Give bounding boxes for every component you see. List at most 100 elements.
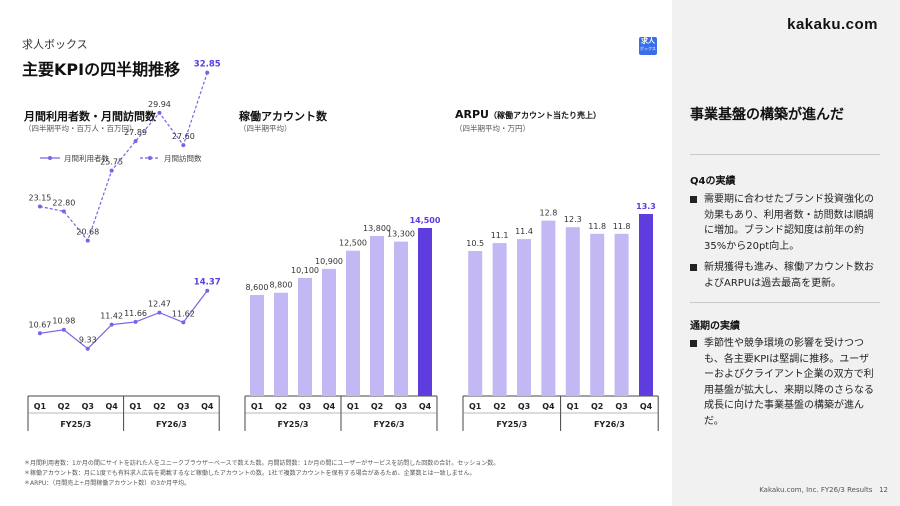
data-label: 11.8	[613, 222, 631, 231]
data-point	[157, 110, 162, 115]
data-label: 13.3	[636, 202, 656, 211]
data-point	[133, 139, 138, 144]
data-label: 9.33	[79, 336, 97, 345]
data-label: 12.3	[564, 215, 582, 224]
data-label: 8,800	[270, 281, 293, 290]
arpu-tick-label: Q2	[591, 402, 603, 411]
q4-bullet: 需要期に合わせたブランド投資強化の効果もあり、利用者数・訪問数は順調に増加。ブラ…	[690, 192, 878, 254]
data-point	[133, 319, 138, 324]
data-label: 32.85	[194, 60, 221, 70]
data-label: 10.67	[28, 320, 51, 329]
data-label: 12.47	[148, 300, 171, 309]
legend-label-users: 月間利用者数	[64, 153, 109, 163]
users-year-label: FY26/3	[156, 420, 187, 429]
legend-label-visits: 月間訪問数	[164, 153, 202, 163]
bullet-icon	[690, 340, 697, 347]
users-chart-subtitle: （四半期平均・百万人・百万回）	[24, 124, 137, 133]
footer-text: Kakaku.com, Inc. FY26/3 Results	[759, 486, 873, 494]
arpu-tick-label: Q1	[567, 402, 580, 411]
accounts-tick-label: Q3	[299, 402, 311, 411]
arpu-tick-label: Q2	[493, 402, 505, 411]
accounts-tick-label: Q2	[275, 402, 287, 411]
accounts-bar	[298, 277, 312, 396]
data-label: 11.66	[124, 309, 147, 318]
footnote: ＊稼働アカウント数：月に1度でも有料求人広告を掲載するなど稼働したアカウントの数…	[24, 470, 476, 477]
arpu-bar	[468, 251, 483, 396]
accounts-tick-label: Q1	[251, 402, 264, 411]
data-label: 11.4	[515, 227, 533, 236]
arpu-bar	[590, 233, 605, 396]
accounts-bar	[418, 228, 432, 396]
legend-marker	[48, 156, 52, 160]
accounts-bar	[346, 250, 360, 396]
arpu-title-note: （稼働アカウント当たり売上）	[488, 111, 601, 120]
arpu-chart-title: ARPU（稼働アカウント当たり売上）	[455, 108, 601, 121]
data-point	[181, 143, 186, 148]
users-tick-label: Q3	[82, 402, 94, 411]
users-tick-label: Q3	[177, 402, 189, 411]
page-title: 主要KPIの四半期推移	[22, 60, 181, 79]
data-point	[85, 238, 90, 243]
data-label: 23.15	[28, 194, 51, 203]
arpu-bar	[541, 220, 556, 396]
accounts-tick-label: Q3	[395, 402, 407, 411]
summary-divider	[690, 154, 880, 155]
q4-bullet-text: 新規獲得も進み、稼働アカウント数およびARPUは過去最高を更新。	[704, 262, 874, 289]
footnote: ＊月間利用者数：1か月の間にサイトを訪れた人をユニークブラウザーベースで数えた数…	[24, 460, 500, 467]
data-label: 13,300	[387, 230, 415, 239]
kyujin-box-logo: 求人 ボックス	[639, 37, 657, 55]
users-tick-label: Q4	[201, 402, 214, 411]
bullet-icon	[690, 264, 697, 271]
visits-line	[39, 72, 208, 242]
users-line	[39, 290, 208, 350]
summary-divider	[690, 302, 880, 303]
data-point	[37, 331, 42, 336]
data-label: 10.98	[52, 317, 75, 326]
arpu-chart-subtitle: （四半期平均・万円）	[455, 124, 530, 133]
users-tick-label: Q2	[58, 402, 70, 411]
accounts-year-label: FY25/3	[278, 420, 309, 429]
arpu-year-label: FY26/3	[594, 420, 625, 429]
arpu-tick-label: Q4	[542, 402, 555, 411]
data-point	[205, 70, 210, 75]
accounts-tick-label: Q1	[347, 402, 360, 411]
arpu-bar	[565, 227, 580, 396]
arpu-tick-label: Q1	[469, 402, 482, 411]
arpu-title-main: ARPU	[455, 108, 489, 121]
data-label: 27.60	[172, 132, 195, 141]
accounts-year-label: FY26/3	[374, 420, 405, 429]
page-number: 12	[879, 486, 888, 494]
data-point	[37, 204, 42, 209]
accounts-tick-label: Q4	[323, 402, 336, 411]
users-chart-title: 月間利用者数・月間訪問数	[24, 110, 156, 123]
arpu-bar	[517, 239, 531, 396]
data-point	[85, 346, 90, 351]
data-label: 8,600	[246, 283, 269, 292]
accounts-bar	[322, 268, 336, 396]
users-year-label: FY25/3	[60, 420, 91, 429]
data-label: 20.68	[76, 228, 99, 237]
accounts-bar	[370, 235, 384, 396]
data-label: 14.37	[194, 278, 221, 288]
data-point	[181, 320, 186, 325]
accounts-tick-label: Q2	[371, 402, 383, 411]
data-point	[205, 288, 210, 293]
users-tick-label: Q1	[129, 402, 142, 411]
data-point	[61, 209, 66, 214]
arpu-bar	[639, 214, 653, 396]
users-tick-label: Q1	[34, 402, 47, 411]
fy-heading: 通期の実績	[690, 321, 740, 332]
arpu-bar	[614, 233, 629, 396]
kakaku-logo: kakaku.com	[787, 16, 878, 33]
accounts-chart-subtitle: （四半期平均）	[239, 124, 292, 133]
data-point	[157, 310, 162, 315]
badge-line1: 求人	[641, 37, 655, 45]
data-label: 11.8	[588, 222, 606, 231]
bullet-icon	[690, 196, 697, 203]
q4-bullet-text: 需要期に合わせたブランド投資強化の効果もあり、利用者数・訪問数は順調に増加。ブラ…	[704, 194, 874, 252]
data-label: 11.1	[491, 231, 509, 240]
data-label: 12.8	[539, 209, 557, 218]
data-label: 14,500	[410, 216, 441, 225]
footnote: ＊ARPU：（月間売上÷月間稼働アカウント数）の3か月平均。	[24, 480, 191, 487]
